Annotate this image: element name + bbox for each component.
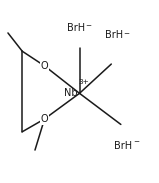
- Text: 3+: 3+: [78, 79, 89, 85]
- Text: BrH: BrH: [105, 30, 123, 40]
- Text: O: O: [41, 114, 48, 124]
- Text: O: O: [41, 61, 48, 71]
- Text: −: −: [133, 139, 139, 145]
- Text: BrH: BrH: [67, 23, 85, 33]
- Text: −: −: [85, 23, 91, 29]
- Text: −: −: [123, 31, 129, 37]
- Text: Nb: Nb: [64, 88, 78, 98]
- Text: BrH: BrH: [114, 141, 133, 151]
